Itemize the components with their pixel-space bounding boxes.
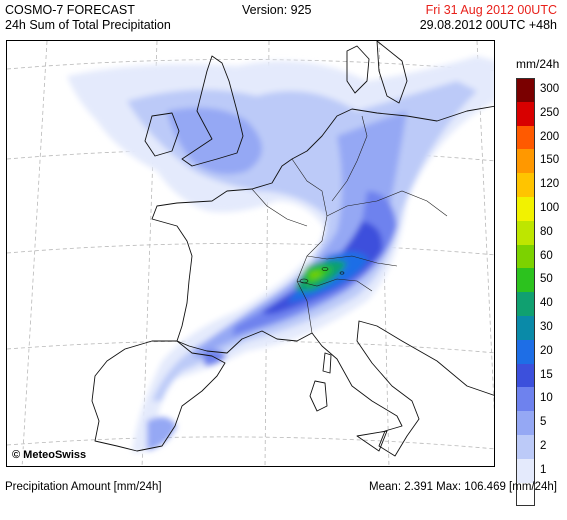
legend-row: 80 bbox=[516, 220, 567, 245]
legend-row: 150 bbox=[516, 149, 567, 174]
legend-row: 5 bbox=[516, 411, 567, 435]
legend-swatch bbox=[516, 339, 535, 364]
footer-stats: Mean: 2.391 Max: 106.469 [mm/24h] bbox=[369, 481, 557, 493]
precipitation-map: © MeteoSwiss bbox=[6, 40, 495, 467]
legend-label: 60 bbox=[540, 249, 553, 262]
forecast-subtitle: 24h Sum of Total Precipitation bbox=[5, 18, 171, 32]
legend-swatch bbox=[516, 292, 535, 316]
legend-swatch bbox=[516, 363, 535, 388]
legend-row: 50 bbox=[516, 268, 567, 293]
sicily bbox=[356, 430, 388, 452]
copyright-label: © MeteoSwiss bbox=[10, 449, 89, 461]
legend-label: 40 bbox=[540, 297, 553, 310]
legend-label: 80 bbox=[540, 225, 553, 238]
legend-swatch bbox=[516, 244, 535, 269]
legend-label: 1 bbox=[540, 463, 547, 476]
legend-swatch bbox=[516, 78, 535, 102]
ireland bbox=[144, 112, 180, 157]
sardinia bbox=[309, 380, 328, 412]
legend-label: 200 bbox=[540, 130, 560, 143]
legend-label: 5 bbox=[540, 416, 547, 429]
sweden-norway bbox=[376, 41, 408, 104]
legend-label: 250 bbox=[540, 106, 560, 119]
legend-label: 2 bbox=[540, 439, 547, 452]
legend-units: mm/24h bbox=[516, 57, 560, 71]
legend-row: 40 bbox=[516, 292, 567, 316]
footer-amount-label: Precipitation Amount [mm/24h] bbox=[5, 481, 162, 493]
version-label: Version: 925 bbox=[242, 3, 312, 17]
legend-label: 100 bbox=[540, 201, 560, 214]
legend-swatch bbox=[516, 268, 535, 293]
legend-label: 150 bbox=[540, 154, 560, 167]
legend-swatch bbox=[516, 173, 535, 197]
legend-row: 1 bbox=[516, 458, 567, 483]
lakes bbox=[299, 267, 345, 284]
legend-row: 300 bbox=[516, 78, 567, 102]
iberia bbox=[91, 340, 226, 452]
legend-swatch bbox=[516, 196, 535, 221]
borders bbox=[251, 115, 448, 334]
great-britain bbox=[181, 55, 244, 167]
legend-label: 50 bbox=[540, 273, 553, 286]
legend-row: 10 bbox=[516, 387, 567, 412]
denmark bbox=[346, 45, 370, 94]
legend-swatch bbox=[516, 434, 535, 459]
legend-label: 30 bbox=[540, 320, 553, 333]
legend-row: 100 bbox=[516, 196, 567, 221]
legend-swatch bbox=[516, 125, 535, 150]
legend-swatch bbox=[516, 315, 535, 340]
forecast-title: COSMO-7 FORECAST bbox=[5, 3, 135, 17]
continent-coast bbox=[151, 105, 494, 457]
legend-swatch bbox=[516, 149, 535, 174]
run-time: 29.08.2012 00UTC +48h bbox=[419, 18, 557, 32]
color-legend: 300 250 200 150 120 100 80 60 50 40 30 20 15 10 5 2 1 bbox=[516, 78, 567, 507]
legend-swatch bbox=[516, 482, 535, 507]
legend-row: 2 bbox=[516, 434, 567, 459]
precipitation-field bbox=[67, 56, 494, 453]
legend-row: 15 bbox=[516, 363, 567, 388]
legend-label: 10 bbox=[540, 392, 553, 405]
legend-row: 200 bbox=[516, 125, 567, 150]
legend-label: 120 bbox=[540, 178, 560, 191]
legend-row: 250 bbox=[516, 101, 567, 126]
legend-row: 120 bbox=[516, 173, 567, 197]
legend-swatch bbox=[516, 101, 535, 126]
map-canvas bbox=[7, 41, 494, 466]
legend-swatch bbox=[516, 220, 535, 245]
legend-row: 30 bbox=[516, 315, 567, 340]
legend-label: 20 bbox=[540, 344, 553, 357]
legend-swatch bbox=[516, 387, 535, 412]
legend-row bbox=[516, 482, 567, 507]
legend-label: 15 bbox=[540, 368, 553, 381]
legend-swatch bbox=[516, 458, 535, 483]
valid-time: Fri 31 Aug 2012 00UTC bbox=[425, 3, 557, 17]
legend-row: 60 bbox=[516, 244, 567, 269]
legend-row: 20 bbox=[516, 339, 567, 364]
legend-swatch bbox=[516, 411, 535, 435]
legend-label: 300 bbox=[540, 83, 560, 95]
corsica bbox=[322, 352, 332, 374]
coastlines bbox=[91, 41, 494, 457]
